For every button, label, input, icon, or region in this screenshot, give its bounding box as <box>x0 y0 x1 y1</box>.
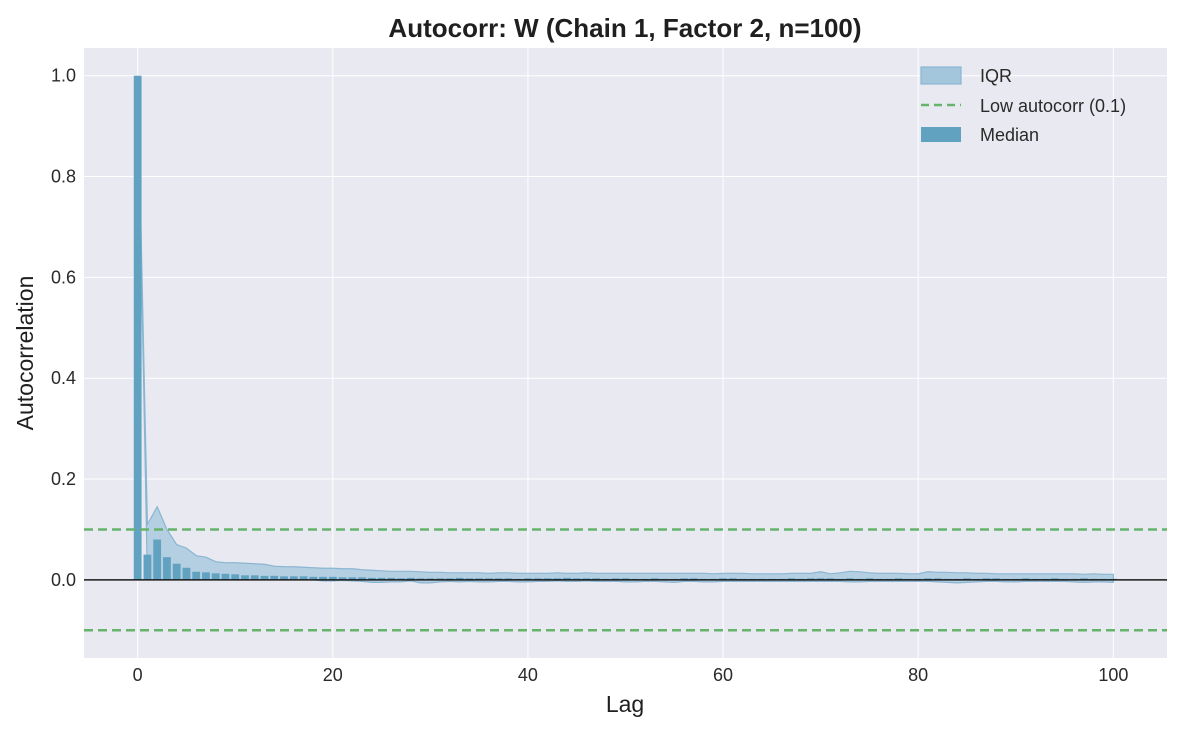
median-bar <box>143 554 152 580</box>
x-axis-label: Lag <box>606 691 644 717</box>
y-tick-label: 0.8 <box>51 167 76 187</box>
x-tick-labels: 0 20 40 60 80 100 <box>133 665 1129 685</box>
iqr-band-group <box>137 75 1114 584</box>
median-bar <box>504 578 513 580</box>
median-bar <box>465 578 474 580</box>
median-bar <box>982 578 991 580</box>
median-bar <box>1050 578 1059 580</box>
median-bar <box>563 577 571 580</box>
median-bar <box>1021 578 1030 580</box>
median-bar <box>582 578 591 580</box>
median-bar <box>231 574 240 580</box>
median-bar <box>689 578 698 580</box>
median-bar <box>816 578 825 580</box>
median-bar <box>328 576 337 580</box>
median-bar <box>1080 578 1088 580</box>
median-bar <box>475 578 484 580</box>
median-bar <box>387 577 396 580</box>
median-bar <box>572 578 581 580</box>
median-bar <box>202 572 210 580</box>
y-tick-label: 0.6 <box>51 267 76 287</box>
median-bar <box>865 578 874 580</box>
median-bar <box>992 578 1001 580</box>
median-bar <box>524 578 532 580</box>
median-bar <box>133 75 142 580</box>
median-bar <box>650 578 659 580</box>
median-bar <box>621 578 630 580</box>
median-bar <box>592 578 601 580</box>
median-bar <box>348 577 357 580</box>
median-bar <box>241 575 249 580</box>
median-bar <box>172 563 181 580</box>
median-bar <box>553 578 562 580</box>
median-bar <box>719 578 727 580</box>
legend: IQR Low autocorr (0.1) Median <box>920 66 1126 145</box>
median-bar <box>963 578 971 580</box>
median-bar <box>377 577 386 580</box>
median-bar <box>270 575 279 580</box>
median-bar <box>436 578 445 580</box>
median-bar <box>445 578 454 580</box>
median-bar <box>728 578 737 580</box>
median-bar <box>338 577 347 580</box>
median-bar <box>397 578 405 580</box>
median-bar <box>406 577 415 580</box>
y-tick-label: 0.2 <box>51 469 76 489</box>
legend-label-iqr: IQR <box>980 66 1012 86</box>
median-bar <box>153 539 162 580</box>
reference-lines-group <box>84 528 1167 632</box>
median-bar <box>182 567 191 580</box>
y-tick-label: 0.4 <box>51 368 76 388</box>
median-bar <box>319 576 327 580</box>
x-tick-label: 60 <box>713 665 733 685</box>
median-bar <box>192 571 201 580</box>
x-tick-label: 20 <box>323 665 343 685</box>
median-bar <box>221 573 230 580</box>
x-tick-label: 40 <box>518 665 538 685</box>
median-bar <box>289 576 298 580</box>
y-tick-label: 1.0 <box>51 66 76 86</box>
median-bar <box>924 578 932 580</box>
x-tick-label: 100 <box>1098 665 1128 685</box>
median-bar <box>455 577 464 580</box>
legend-swatch-iqr <box>920 66 962 85</box>
median-bar <box>543 578 552 580</box>
legend-label-threshold: Low autocorr (0.1) <box>980 96 1126 116</box>
median-bar <box>894 578 903 580</box>
median-bar <box>367 577 376 580</box>
iqr-band <box>137 75 1114 584</box>
median-bar <box>211 573 220 580</box>
median-bar <box>299 576 308 580</box>
y-tick-label: 0.0 <box>51 570 76 590</box>
median-bar <box>280 576 288 580</box>
median-bar <box>163 557 171 580</box>
median-bar <box>680 578 688 580</box>
median-bar <box>533 578 542 580</box>
y-tick-labels: 0.0 0.2 0.4 0.6 0.8 1.0 <box>51 66 76 590</box>
median-bar <box>309 576 318 580</box>
y-axis-label: Autocorrelation <box>12 276 38 431</box>
median-bar <box>933 578 942 580</box>
median-bar <box>250 575 259 580</box>
chart-title: Autocorr: W (Chain 1, Factor 2, n=100) <box>388 13 861 43</box>
median-bar <box>426 578 435 580</box>
median-bar <box>358 577 366 580</box>
median-bar <box>826 578 835 580</box>
median-bar <box>806 578 815 580</box>
legend-label-median: Median <box>980 125 1039 145</box>
median-bar <box>260 575 269 580</box>
median-bar <box>611 578 620 580</box>
x-tick-label: 80 <box>908 665 928 685</box>
median-bar <box>416 578 425 580</box>
median-bar <box>485 578 493 580</box>
median-bar <box>494 578 503 580</box>
legend-swatch-median <box>921 127 961 142</box>
plot-area <box>84 48 1167 658</box>
x-tick-label: 0 <box>133 665 143 685</box>
median-bar <box>846 578 854 580</box>
median-bar <box>787 578 796 580</box>
